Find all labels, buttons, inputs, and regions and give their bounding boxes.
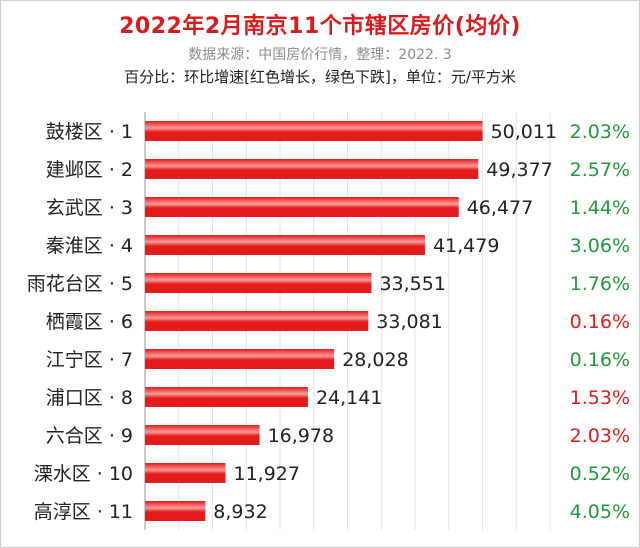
growth-label: 0.16% [570, 349, 630, 371]
category-label: 建邺区 · 2 [46, 159, 133, 181]
growth-label: 1.53% [570, 387, 630, 409]
growth-label: 1.44% [570, 197, 630, 219]
category-label: 鼓楼区 · 1 [46, 121, 133, 143]
category-label: 溧水区 · 10 [34, 463, 133, 485]
value-label: 50,011 [491, 121, 557, 143]
bar [145, 425, 260, 445]
category-label: 江宁区 · 7 [46, 349, 133, 371]
value-label: 49,377 [486, 159, 552, 181]
chart-subtitle: 数据来源：中国房价行情，整理：2022. 3 [188, 47, 452, 63]
value-label: 33,551 [379, 273, 445, 295]
bar [145, 273, 372, 293]
bar [145, 501, 206, 521]
bar [145, 387, 308, 407]
bars [145, 121, 483, 521]
growth-label: 2.03% [570, 425, 630, 447]
category-label: 浦口区 · 8 [46, 387, 133, 409]
chart-note: 百分比：环比增速[红色增长，绿色下跌]，单位：元/平方米 [124, 68, 516, 86]
category-label: 玄武区 · 3 [46, 197, 133, 219]
bar [145, 463, 226, 483]
category-label: 雨花台区 · 5 [27, 273, 133, 295]
bar [145, 311, 369, 331]
value-label: 24,141 [316, 387, 382, 409]
bar [145, 197, 459, 217]
category-label: 秦淮区 · 4 [46, 235, 133, 257]
value-label: 28,028 [342, 349, 408, 371]
value-label: 8,932 [213, 501, 267, 523]
growth-label: 2.03% [570, 121, 630, 143]
bar [145, 159, 479, 179]
category-label: 栖霞区 · 6 [46, 311, 133, 333]
bar [145, 235, 425, 255]
bar [145, 349, 335, 369]
value-label: 11,927 [234, 463, 300, 485]
growth-label: 2.57% [570, 159, 630, 181]
growth-label: 4.05% [570, 501, 630, 523]
value-label: 33,081 [376, 311, 442, 333]
category-label: 高淳区 · 11 [34, 501, 133, 523]
value-label: 46,477 [467, 197, 533, 219]
growth-label: 3.06% [570, 235, 630, 257]
value-label: 41,479 [433, 235, 499, 257]
growth-label: 0.52% [570, 463, 630, 485]
labels: 鼓楼区 · 1 50,011 2.03% 建邺区 · 2 49,377 2.57% 玄武区 … [27, 121, 630, 523]
chart-title: 2022年2月南京11个市辖区房价(均价) [119, 14, 521, 39]
growth-label: 1.76% [570, 273, 630, 295]
bar [145, 121, 483, 141]
growth-label: 0.16% [570, 311, 630, 333]
category-label: 六合区 · 9 [46, 425, 133, 447]
value-label: 16,978 [268, 425, 334, 447]
